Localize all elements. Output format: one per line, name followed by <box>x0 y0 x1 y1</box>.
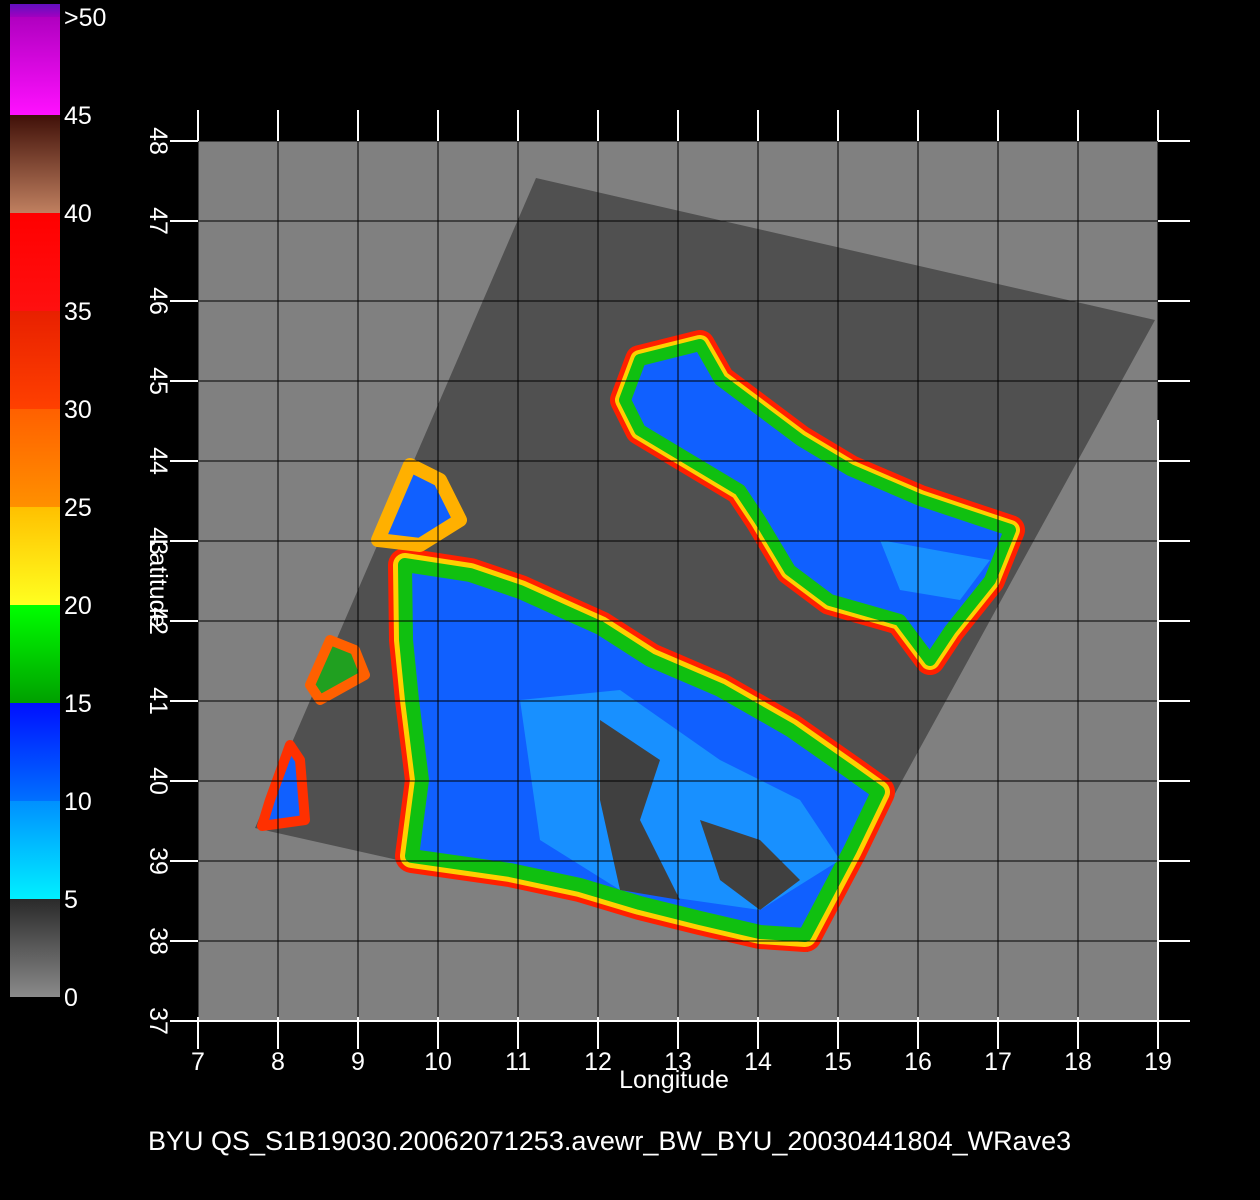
y-tick-label: 42 <box>144 607 172 635</box>
wind-region <box>610 330 1025 675</box>
colorbar-band <box>10 703 60 801</box>
colorbar-label: 15 <box>64 690 92 718</box>
y-axis-label: Latitude <box>144 539 172 628</box>
colorbar-band <box>10 605 60 703</box>
colorbar-band <box>10 115 60 213</box>
y-tick-label: 45 <box>144 367 172 395</box>
colorbar-label: 30 <box>64 396 92 424</box>
colorbar-band <box>10 899 60 997</box>
wind-region <box>257 458 895 952</box>
y-tick-label: 40 <box>144 767 172 795</box>
y-tick-label: 37 <box>144 1007 172 1035</box>
x-tick-label: 19 <box>1144 1048 1172 1076</box>
x-tick-label: 14 <box>744 1048 772 1076</box>
y-tick-label: 38 <box>144 927 172 955</box>
x-tick-label: 7 <box>191 1048 205 1076</box>
colorbar-label: 35 <box>64 298 92 326</box>
colorbar-band <box>10 213 60 311</box>
colorbar-label: >50 <box>64 4 106 32</box>
x-tick-label: 9 <box>351 1048 365 1076</box>
colorbar-band <box>10 311 60 409</box>
y-tick-label: 41 <box>144 687 172 715</box>
x-tick-label: 17 <box>984 1048 1012 1076</box>
x-axis-label: Longitude <box>619 1066 729 1094</box>
colorbar-band <box>10 801 60 899</box>
colorbar-band <box>10 507 60 605</box>
land-gap <box>600 720 680 900</box>
y-tick-label: 46 <box>144 287 172 315</box>
colorbar-label: 0 <box>64 984 78 1012</box>
speed-band <box>305 635 370 705</box>
x-tick-label: 13 <box>664 1048 692 1076</box>
colorbar-band <box>10 409 60 507</box>
x-tick-label: 11 <box>505 1048 531 1076</box>
colorbar-label: 5 <box>64 886 78 914</box>
x-tick-label: 15 <box>824 1048 852 1076</box>
y-tick-label: 44 <box>144 447 172 475</box>
colorbar-label: 10 <box>64 788 92 816</box>
land-gap <box>700 820 800 910</box>
colorbar-label: 20 <box>64 592 92 620</box>
x-tick-label: 16 <box>904 1048 932 1076</box>
colorbar-label: 25 <box>64 494 92 522</box>
speed-band <box>257 740 310 831</box>
colorbar-band <box>10 17 60 115</box>
y-tick-label: 43 <box>144 527 172 555</box>
colorbar-band <box>10 4 60 17</box>
y-tick-label: 39 <box>144 847 172 875</box>
x-tick-label: 10 <box>424 1048 452 1076</box>
speed-band <box>880 540 990 600</box>
speed-band <box>371 458 467 552</box>
x-tick-label: 12 <box>584 1048 612 1076</box>
colorbar: 0 5 10 15 20 25 30 35 40 45 >50 <box>10 4 106 1012</box>
colorbar-label: 40 <box>64 200 92 228</box>
colorbar-label: 45 <box>64 102 92 130</box>
y-tick-label: 47 <box>144 207 172 235</box>
file-title: BYU QS_S1B19030.20062071253.avewr_BW_BYU… <box>148 1126 1071 1156</box>
x-tick-label: 8 <box>271 1048 285 1076</box>
y-tick-label: 48 <box>144 127 172 155</box>
swath <box>255 178 1155 952</box>
axes: 7 8 9 10 11 12 13 14 15 16 17 18 19 37 38 39 40 41 42 43 44 4… <box>144 110 1190 1076</box>
x-tick-label: 18 <box>1064 1048 1092 1076</box>
